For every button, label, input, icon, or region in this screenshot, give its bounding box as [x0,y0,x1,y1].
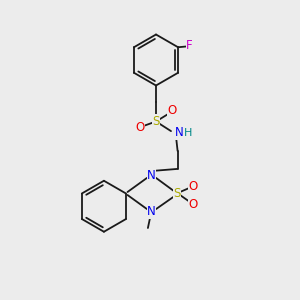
Text: O: O [168,104,177,118]
Text: N: N [147,169,156,182]
Text: S: S [152,115,160,128]
Text: O: O [189,197,198,211]
Text: O: O [135,121,144,134]
Text: S: S [173,187,181,200]
Text: F: F [186,39,193,52]
Text: N: N [175,126,183,140]
Text: H: H [184,128,193,138]
Text: N: N [147,205,156,218]
Text: O: O [189,179,198,193]
